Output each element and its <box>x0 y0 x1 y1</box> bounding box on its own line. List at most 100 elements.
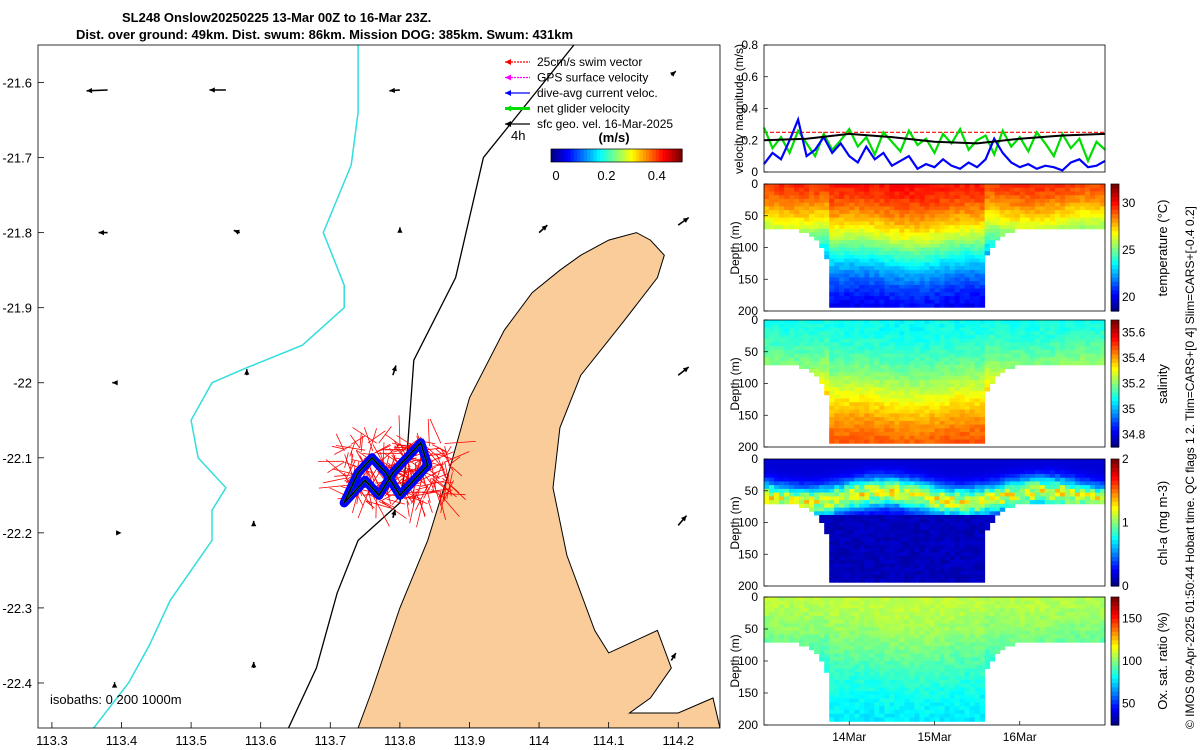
section-cell <box>824 232 830 237</box>
section-cell <box>989 221 996 226</box>
section-cell <box>929 417 935 422</box>
section-cell <box>974 327 981 332</box>
section-cell <box>1024 477 1031 482</box>
section-cell <box>959 496 966 501</box>
section-cell <box>924 258 930 263</box>
section-cell <box>849 541 855 546</box>
section-cell <box>884 187 890 192</box>
section-cell <box>839 409 845 414</box>
section-cell <box>1049 342 1056 347</box>
section-cell <box>1069 221 1076 226</box>
section-cell <box>1069 217 1076 222</box>
section-cell <box>769 221 775 226</box>
section-cell <box>914 251 920 256</box>
section-cell <box>924 236 930 241</box>
section-cell <box>799 462 805 467</box>
section-cell <box>904 269 910 275</box>
section-cell <box>779 334 785 340</box>
section-cell <box>874 327 880 332</box>
section-cell <box>859 379 865 384</box>
section-cell <box>864 266 870 271</box>
section-cell <box>919 191 925 196</box>
section-cell <box>799 349 805 355</box>
section-cell <box>829 217 835 222</box>
section-cell <box>904 206 910 211</box>
section-cell <box>964 266 971 271</box>
section-cell <box>834 503 840 508</box>
section-cell <box>789 496 795 501</box>
section-cell <box>879 364 885 369</box>
section-cell <box>939 470 945 475</box>
section-cell <box>854 544 860 550</box>
section-cell <box>1100 353 1106 358</box>
section-cell <box>859 303 865 308</box>
section-cell <box>1100 334 1106 340</box>
section-cell <box>1024 221 1031 226</box>
section-cell <box>944 225 950 230</box>
section-cell <box>849 563 855 568</box>
section-cell <box>879 394 885 399</box>
section-cell <box>794 195 800 200</box>
section-cell <box>899 473 905 479</box>
section-cell <box>994 323 1001 328</box>
section-cell <box>914 327 920 332</box>
section-cell <box>794 327 800 332</box>
section-cell <box>889 372 895 377</box>
section-cell <box>874 243 880 248</box>
section-cell <box>934 198 940 204</box>
colorbar-swatch <box>1111 272 1119 278</box>
section-cell <box>944 331 950 336</box>
section-cell <box>834 507 840 512</box>
section-cell <box>1054 320 1061 325</box>
section-cell <box>894 533 900 538</box>
section-cell <box>854 488 860 494</box>
section-cell <box>909 232 915 237</box>
section-cell <box>774 496 780 501</box>
section-cell <box>889 391 895 396</box>
section-cell <box>884 470 890 475</box>
section-cell <box>879 391 885 396</box>
section-cell <box>819 364 825 369</box>
section-cell <box>914 552 920 557</box>
section-cell <box>874 402 880 407</box>
section-cell <box>799 496 805 501</box>
section-cell <box>804 320 810 325</box>
section-cell <box>914 526 920 531</box>
section-cell <box>959 409 966 414</box>
section-cell <box>844 485 850 490</box>
colorbar-swatch <box>675 149 680 162</box>
section-cell <box>849 496 855 501</box>
section-cell <box>904 571 910 576</box>
section-cell <box>784 349 790 355</box>
section-cell <box>899 251 905 256</box>
section-cell <box>859 338 865 343</box>
section-cell <box>1090 353 1096 358</box>
section-cell <box>909 251 915 256</box>
section-cell <box>844 518 850 523</box>
section-cell <box>1049 323 1056 328</box>
section-cell <box>829 578 835 583</box>
section-cell <box>804 225 810 230</box>
section-cell <box>939 552 945 557</box>
section-cell <box>1024 327 1031 332</box>
section-cell <box>839 284 845 290</box>
section-cell <box>869 507 875 512</box>
section-cell <box>929 424 935 429</box>
legend-label: net glider velocity <box>537 102 630 116</box>
section-cell <box>934 236 940 241</box>
section-cell <box>954 320 961 325</box>
section-cell <box>834 537 840 542</box>
section-cell <box>954 413 961 418</box>
section-cell <box>1090 357 1096 362</box>
section-cell <box>924 273 930 278</box>
section-cell <box>849 195 855 200</box>
section-cell <box>994 507 1001 512</box>
section-cell <box>1044 462 1051 467</box>
section-cell <box>899 518 905 523</box>
section-cell <box>1039 327 1046 332</box>
section-cell <box>939 346 945 351</box>
section-cell <box>984 383 991 388</box>
section-cell <box>869 462 875 467</box>
section-cell <box>924 432 930 437</box>
section-cell <box>944 507 950 512</box>
